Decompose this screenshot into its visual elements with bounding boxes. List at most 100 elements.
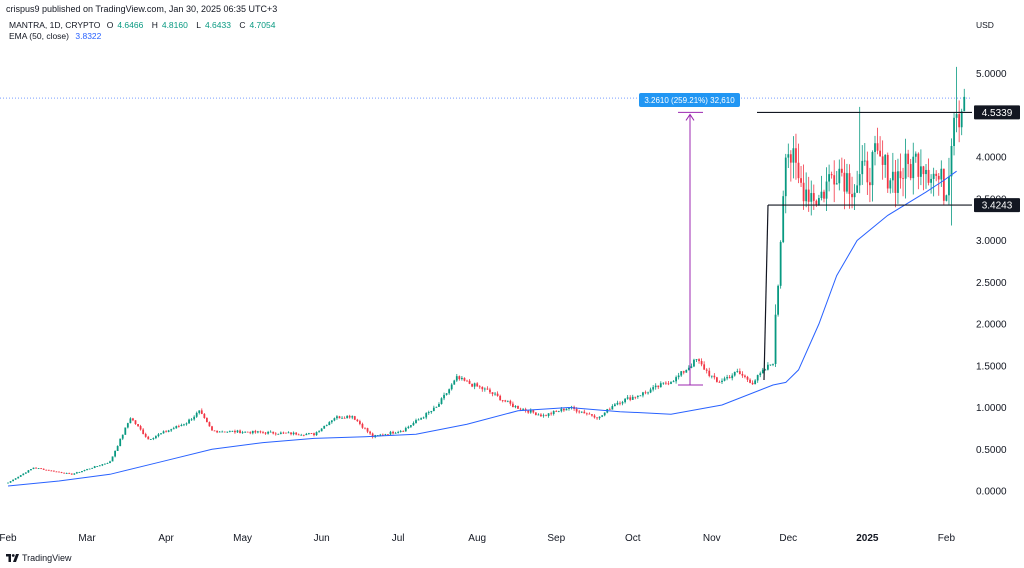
candle-body — [823, 191, 825, 199]
candle-body — [162, 431, 165, 434]
candle-body — [667, 383, 670, 385]
candle-body — [152, 438, 155, 440]
candle-body — [818, 198, 820, 205]
x-tick-label: Apr — [158, 533, 174, 544]
candle-body — [927, 169, 930, 183]
symbol-name: MANTRA, 1D, CRYPTO — [9, 20, 101, 30]
candle-body — [856, 185, 859, 193]
candle-body — [953, 117, 955, 147]
candle-body — [489, 389, 491, 393]
footer-brand: TradingView — [22, 553, 72, 563]
candle-body — [795, 148, 797, 163]
x-tick-label: Nov — [703, 533, 721, 544]
y-tick-label: 2.5000 — [976, 278, 1007, 289]
candle-body — [585, 413, 588, 415]
published-header: crispus9 published on TradingView.com, J… — [6, 4, 278, 14]
lower-price-badge-box — [974, 198, 1020, 213]
candle-body — [591, 414, 593, 416]
footer: TradingView — [6, 553, 72, 563]
candle-body — [537, 414, 540, 416]
candle-body — [774, 314, 777, 364]
candle-body — [359, 421, 361, 424]
candle-body — [716, 377, 718, 382]
candle-body — [346, 415, 349, 419]
candle-body — [351, 416, 354, 418]
open-value: 4.6466 — [117, 20, 144, 30]
candle-body — [86, 469, 88, 471]
candle-body — [912, 156, 915, 179]
candle-body — [914, 153, 917, 157]
candle-body — [420, 418, 422, 420]
candle-body — [672, 381, 675, 383]
candle-body — [922, 166, 925, 175]
candle-body — [759, 373, 762, 376]
candle-body — [828, 174, 830, 182]
candle-body — [909, 164, 912, 179]
candle-body — [721, 380, 723, 383]
candle-body — [675, 377, 677, 382]
candle-body — [412, 422, 415, 426]
candle-body — [677, 375, 680, 378]
candle-body — [58, 471, 60, 473]
candle-body — [183, 424, 185, 426]
candle-body — [116, 446, 119, 451]
candle-body — [596, 417, 598, 419]
candle-body — [840, 168, 843, 173]
candle-body — [468, 380, 471, 384]
candle-body — [476, 383, 479, 387]
candle-body — [838, 168, 841, 184]
candle-body — [384, 434, 387, 436]
candle-body — [955, 114, 958, 118]
candle-body — [481, 386, 484, 390]
candle-body — [853, 192, 856, 198]
candle-body — [75, 472, 78, 474]
candle-body — [348, 415, 351, 418]
close-value: 4.7054 — [249, 20, 276, 30]
candle-body — [410, 425, 412, 427]
candle-body — [461, 377, 463, 380]
candle-body — [886, 154, 889, 189]
candle-body — [246, 431, 249, 433]
candle-body — [223, 431, 226, 433]
candle-body — [891, 171, 894, 181]
candle-body — [751, 382, 754, 385]
candle-body — [185, 423, 188, 425]
candle-body — [532, 410, 535, 413]
high-value: 4.8160 — [161, 20, 188, 30]
candle-body — [198, 410, 201, 413]
candle-body — [563, 408, 565, 411]
candle-body — [177, 426, 180, 427]
candle-body — [777, 285, 779, 315]
candle-body — [772, 363, 774, 365]
candle-body — [889, 180, 892, 189]
candle-body — [111, 456, 114, 462]
candle-body — [155, 436, 157, 439]
candle-body — [88, 468, 91, 470]
candle-body — [124, 427, 127, 435]
candle-body — [172, 428, 175, 430]
candle-body — [486, 388, 489, 390]
x-tick-label: Jun — [314, 533, 330, 544]
candle-body — [960, 111, 963, 128]
candle-body — [540, 414, 542, 417]
candle-body — [491, 392, 494, 395]
candle-body — [945, 195, 948, 201]
candle-body — [621, 402, 624, 404]
candle-body — [942, 168, 945, 201]
candle-body — [483, 388, 486, 390]
candle-body — [471, 383, 473, 387]
x-tick-label: Dec — [779, 533, 797, 544]
candle-body — [522, 409, 524, 410]
measure-label-box — [639, 93, 740, 107]
candle-body — [708, 370, 711, 376]
candle-body — [649, 389, 652, 393]
candle-body — [147, 436, 150, 440]
candle-body — [251, 430, 254, 434]
candle-body — [27, 470, 30, 473]
candle-body — [937, 175, 940, 180]
candle-body — [858, 174, 861, 186]
candle-body — [310, 433, 313, 435]
candle-body — [754, 380, 757, 385]
candle-body — [514, 405, 517, 408]
